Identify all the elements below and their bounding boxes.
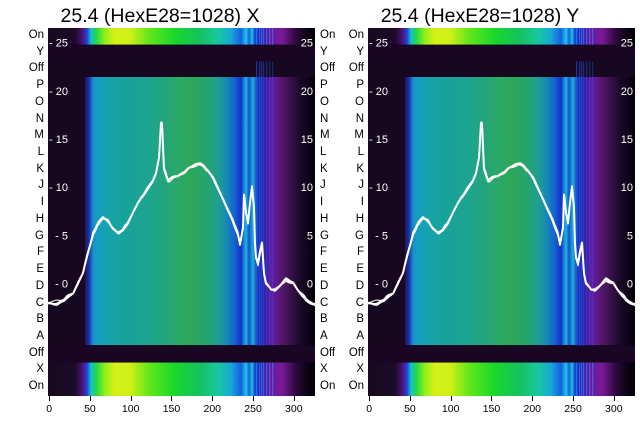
svg-text:5: 5 — [307, 230, 313, 242]
svg-text:20: 20 — [301, 86, 313, 98]
svg-text:0: 0 — [627, 278, 633, 290]
svg-text:15: 15 — [301, 134, 313, 146]
svg-text:- 15: - 15 — [369, 134, 388, 146]
svg-text:- 10: - 10 — [369, 182, 388, 194]
svg-text:- 0: - 0 — [375, 278, 388, 290]
svg-text:- 5: - 5 — [55, 230, 68, 242]
svg-text:25: 25 — [621, 38, 633, 50]
svg-text:10: 10 — [301, 182, 313, 194]
svg-text:25: 25 — [301, 38, 313, 50]
svg-text:- 20: - 20 — [369, 86, 388, 98]
svg-text:0: 0 — [307, 278, 313, 290]
svg-text:10: 10 — [621, 182, 633, 194]
svg-text:20: 20 — [621, 86, 633, 98]
svg-text:- 25: - 25 — [49, 38, 68, 50]
svg-text:- 25: - 25 — [369, 38, 388, 50]
svg-text:- 20: - 20 — [49, 86, 68, 98]
svg-text:5: 5 — [627, 230, 633, 242]
svg-text:15: 15 — [621, 134, 633, 146]
svg-text:- 0: - 0 — [55, 278, 68, 290]
svg-text:- 10: - 10 — [49, 182, 68, 194]
svg-text:- 5: - 5 — [375, 230, 388, 242]
svg-text:- 15: - 15 — [49, 134, 68, 146]
